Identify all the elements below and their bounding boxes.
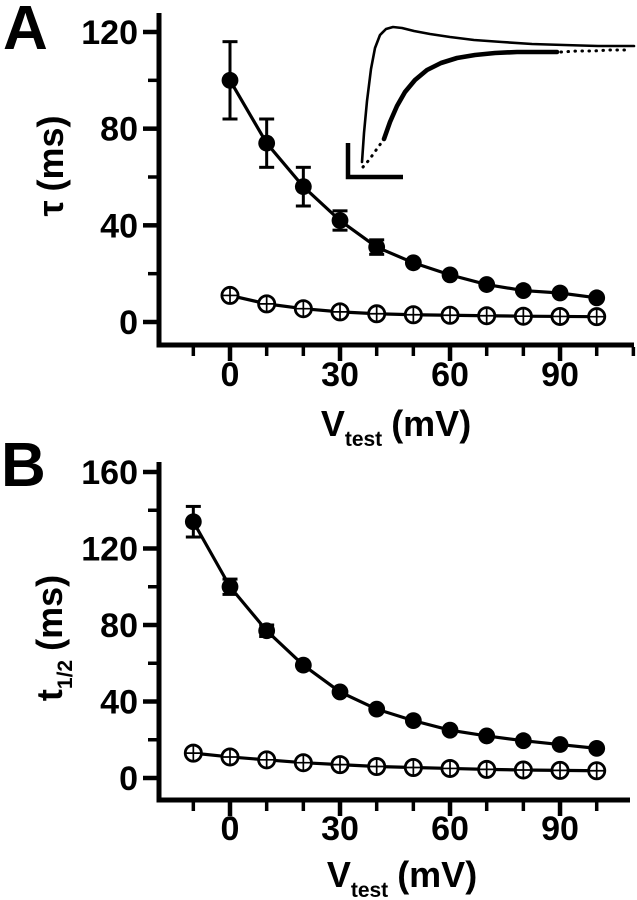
panel-b-y-axis-unit: (ms) [29,574,70,651]
svg-text:0: 0 [119,304,138,342]
panel-b-y-axis-subscript: 1/2 [54,659,77,690]
panel-a-x-axis-symbol: V [320,403,345,444]
panel-b-x-axis-subscript: test [350,879,389,900]
svg-text:60: 60 [431,356,469,394]
svg-text:80: 80 [100,607,138,645]
svg-text:60: 60 [431,810,469,848]
svg-text:0: 0 [221,356,240,394]
svg-text:120: 120 [81,531,138,569]
svg-text:80: 80 [100,111,138,149]
panel-b-x-axis-title: Vtest (mV) [326,854,478,900]
svg-text:90: 90 [541,356,579,394]
svg-text:0: 0 [221,810,240,848]
svg-text:120: 120 [81,14,138,52]
panel-a-x-axis-subscript: test [344,428,383,451]
panel-a-label: A [3,0,48,63]
svg-text:40: 40 [100,207,138,245]
panel-b-x-axis-symbol: V [326,854,351,895]
svg-text:160: 160 [81,454,138,492]
panel-b-y-axis-title: t1/2 (ms) [29,574,77,702]
svg-text:90: 90 [541,810,579,848]
panel-b-y-axis-symbol: t [29,689,70,702]
panel-b-x-axis-unit: (mV) [397,854,478,895]
svg-text:40: 40 [100,684,138,722]
svg-text:30: 30 [321,810,359,848]
panel-a-x-axis-unit: (mV) [391,403,472,444]
panel-a-y-axis-title: τ (ms) [30,115,71,217]
panel-a-x-axis-title: Vtest (mV) [320,403,472,451]
panel-b-label: B [1,431,46,500]
panel-a-y-axis-symbol: τ [30,200,71,217]
svg-text:30: 30 [321,356,359,394]
panel-a-y-axis-unit: (ms) [30,115,71,192]
svg-text:0: 0 [119,760,138,798]
